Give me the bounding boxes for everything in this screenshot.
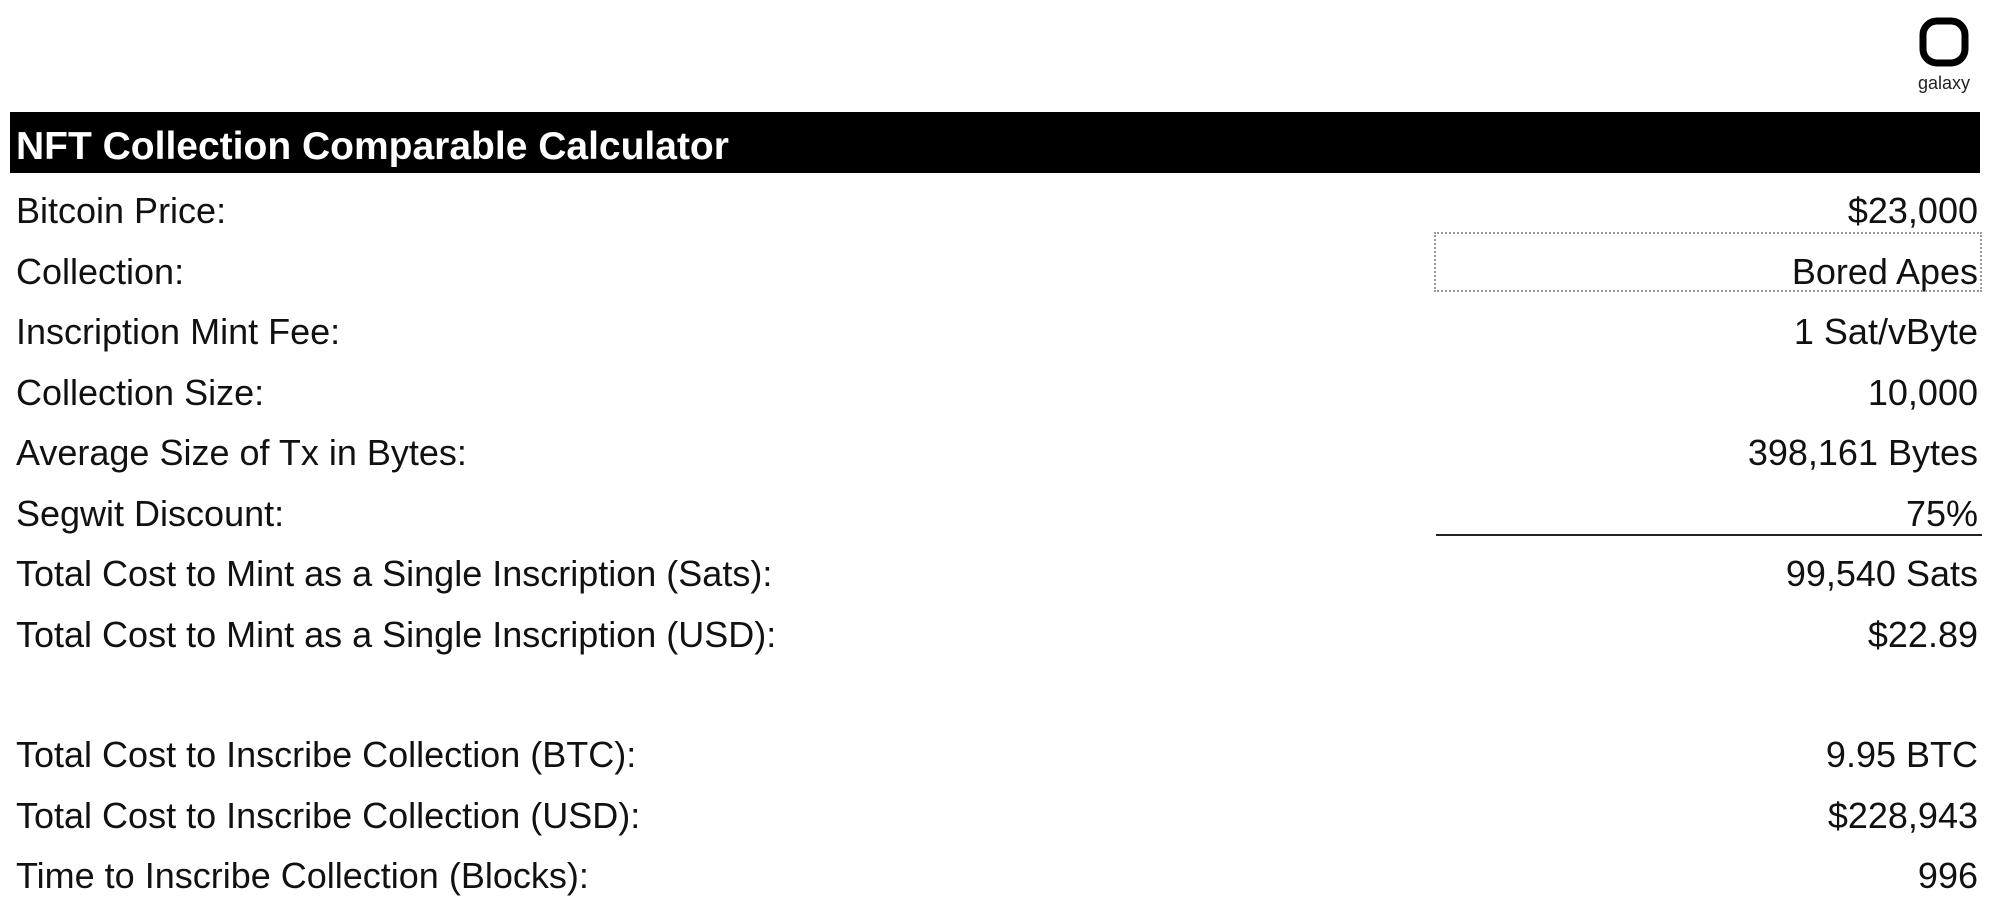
single-inscription-usd-value: $22.89 — [1867, 613, 1978, 655]
row-label: Time to Inscribe Collection (Blocks): — [16, 855, 589, 896]
row-average-tx-size: Average Size of Tx in Bytes: 398,161 Byt… — [10, 423, 1980, 484]
row-label: Segwit Discount: — [16, 492, 285, 534]
row-single-inscription-usd: Total Cost to Mint as a Single Inscripti… — [10, 605, 1980, 666]
single-inscription-sats-value: 99,540 Sats — [1785, 553, 1978, 594]
galaxy-logo: galaxy — [1908, 14, 1980, 104]
row-label: Total Cost to Mint as a Single Inscripti… — [16, 553, 773, 594]
segwit-discount-value: 75% — [1905, 492, 1978, 534]
calculator-table: Bitcoin Price: $23,000 Collection: Bored… — [10, 181, 1982, 907]
row-bitcoin-price: Bitcoin Price: $23,000 — [10, 181, 1980, 242]
row-label: Average Size of Tx in Bytes: — [16, 432, 467, 473]
row-label: Collection Size: — [16, 371, 265, 413]
row-collection: Collection: Bored Apes — [10, 242, 1980, 303]
total-cost-btc-value: 9.95 BTC — [1825, 734, 1978, 775]
bitcoin-price-value[interactable]: $23,000 — [1847, 190, 1978, 231]
row-label: Total Cost to Inscribe Collection (USD): — [16, 794, 641, 836]
logo-text: galaxy — [1917, 73, 1971, 93]
row-label: Bitcoin Price: — [16, 190, 227, 231]
row-total-cost-usd: Total Cost to Inscribe Collection (USD):… — [10, 786, 1980, 847]
row-label: Inscription Mint Fee: — [16, 311, 341, 352]
calculator-title: NFT Collection Comparable Calculator — [10, 112, 1980, 173]
total-cost-usd-value: $228,943 — [1827, 794, 1978, 836]
subtotal-divider — [1436, 534, 1982, 536]
galaxy-logo-icon — [1919, 17, 1969, 67]
collection-select-value[interactable]: Bored Apes — [1791, 250, 1978, 292]
row-total-cost-btc: Total Cost to Inscribe Collection (BTC):… — [10, 725, 1980, 786]
row-inscription-mint-fee: Inscription Mint Fee: 1 Sat/vByte — [10, 302, 1980, 363]
mint-fee-value[interactable]: 1 Sat/vByte — [1793, 311, 1978, 352]
row-segwit-discount: Segwit Discount: 75% — [10, 484, 1980, 545]
row-time-to-inscribe: Time to Inscribe Collection (Blocks): 99… — [10, 846, 1980, 907]
average-tx-size-value: 398,161 Bytes — [1747, 432, 1978, 473]
time-to-inscribe-value: 996 — [1917, 855, 1978, 896]
row-label: Total Cost to Inscribe Collection (BTC): — [16, 734, 637, 775]
row-single-inscription-sats: Total Cost to Mint as a Single Inscripti… — [10, 544, 1980, 605]
row-collection-size: Collection Size: 10,000 — [10, 363, 1980, 424]
spacer-row — [10, 665, 1980, 725]
row-label: Collection: — [16, 250, 185, 292]
collection-size-value: 10,000 — [1867, 371, 1978, 413]
row-label: Total Cost to Mint as a Single Inscripti… — [16, 613, 777, 655]
